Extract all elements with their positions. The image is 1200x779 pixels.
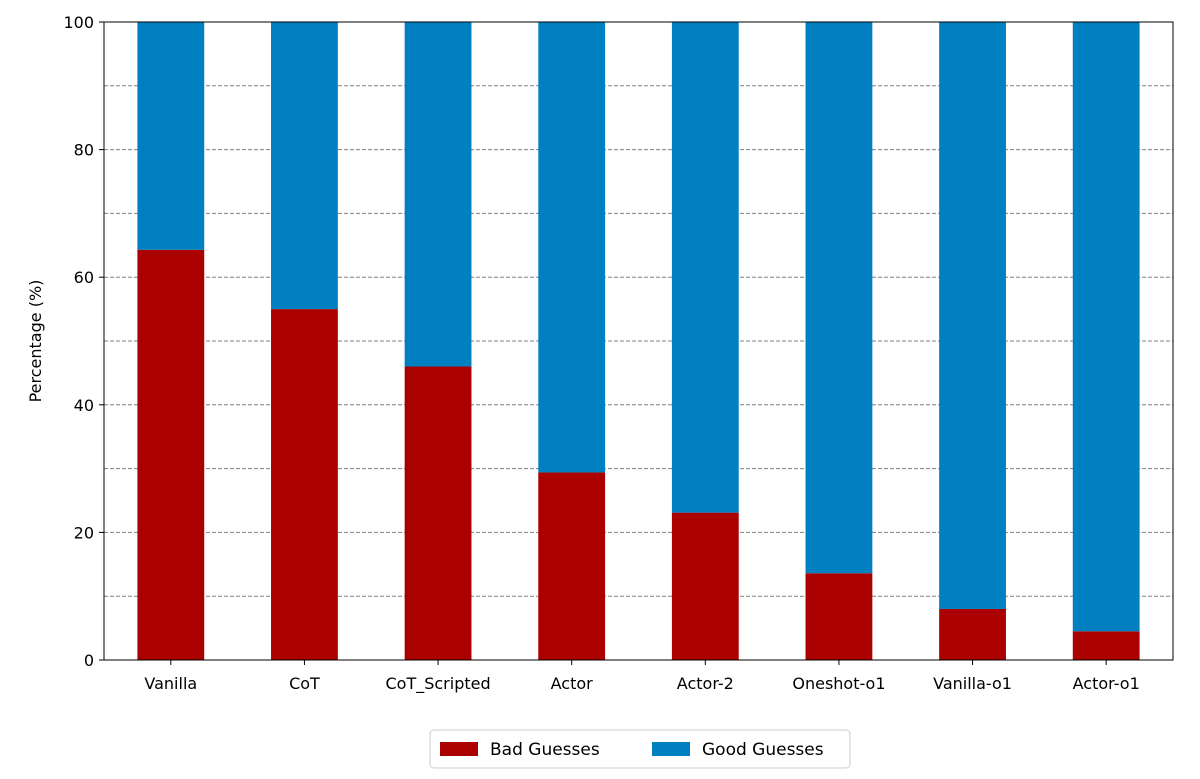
legend-frame bbox=[429, 729, 851, 769]
bar-good-guesses bbox=[137, 22, 205, 250]
legend: Bad Guesses Good Guesses bbox=[429, 729, 851, 769]
bar-good-guesses bbox=[404, 22, 472, 367]
bar-bad-guesses bbox=[137, 249, 205, 661]
bar-good-guesses bbox=[538, 22, 606, 473]
bar-bad-guesses bbox=[271, 309, 338, 660]
legend-label: Good Guesses bbox=[702, 740, 824, 760]
y-axis-ticks: 0 20 40 60 80 100 bbox=[63, 13, 104, 670]
bar-bad-guesses bbox=[805, 573, 873, 660]
y-tick-label: 0 bbox=[84, 651, 94, 670]
y-tick-label: 20 bbox=[74, 523, 94, 542]
bar-good-guesses bbox=[805, 22, 873, 574]
bar-bad-guesses bbox=[1072, 631, 1140, 660]
x-tick-label: Vanilla-o1 bbox=[933, 674, 1012, 693]
bar-bad-guesses bbox=[538, 472, 606, 660]
x-tick-label: CoT bbox=[289, 674, 320, 693]
x-axis-ticks: Vanilla CoT CoT_Scripted Actor Actor-2 Onesho… bbox=[144, 660, 1140, 694]
bar-bad-guesses bbox=[939, 608, 1006, 660]
bar-good-guesses bbox=[671, 22, 739, 513]
legend-swatch bbox=[652, 742, 690, 756]
x-tick-label: CoT_Scripted bbox=[385, 674, 490, 694]
bar-good-guesses bbox=[1072, 22, 1140, 632]
legend-swatch bbox=[440, 742, 478, 756]
x-tick-label: Actor-o1 bbox=[1073, 674, 1140, 693]
x-tick-label: Oneshot-o1 bbox=[792, 674, 885, 693]
gridlines bbox=[104, 85, 1173, 597]
bar-bad-guesses bbox=[671, 512, 739, 660]
legend-label: Bad Guesses bbox=[490, 740, 600, 760]
x-tick-label: Actor bbox=[551, 674, 594, 693]
y-tick-label: 80 bbox=[74, 141, 94, 160]
y-tick-label: 40 bbox=[74, 396, 94, 415]
plot-frame bbox=[103, 21, 1174, 661]
bars bbox=[137, 22, 1140, 661]
y-tick-label: 100 bbox=[63, 13, 94, 32]
bar-good-guesses bbox=[271, 22, 338, 310]
x-tick-label: Actor-2 bbox=[677, 674, 734, 693]
bar-good-guesses bbox=[939, 22, 1006, 609]
bar-bad-guesses bbox=[404, 366, 472, 660]
x-tick-label: Vanilla bbox=[144, 674, 197, 693]
y-tick-label: 60 bbox=[74, 268, 94, 287]
y-axis-label: Percentage (%) bbox=[26, 280, 45, 403]
